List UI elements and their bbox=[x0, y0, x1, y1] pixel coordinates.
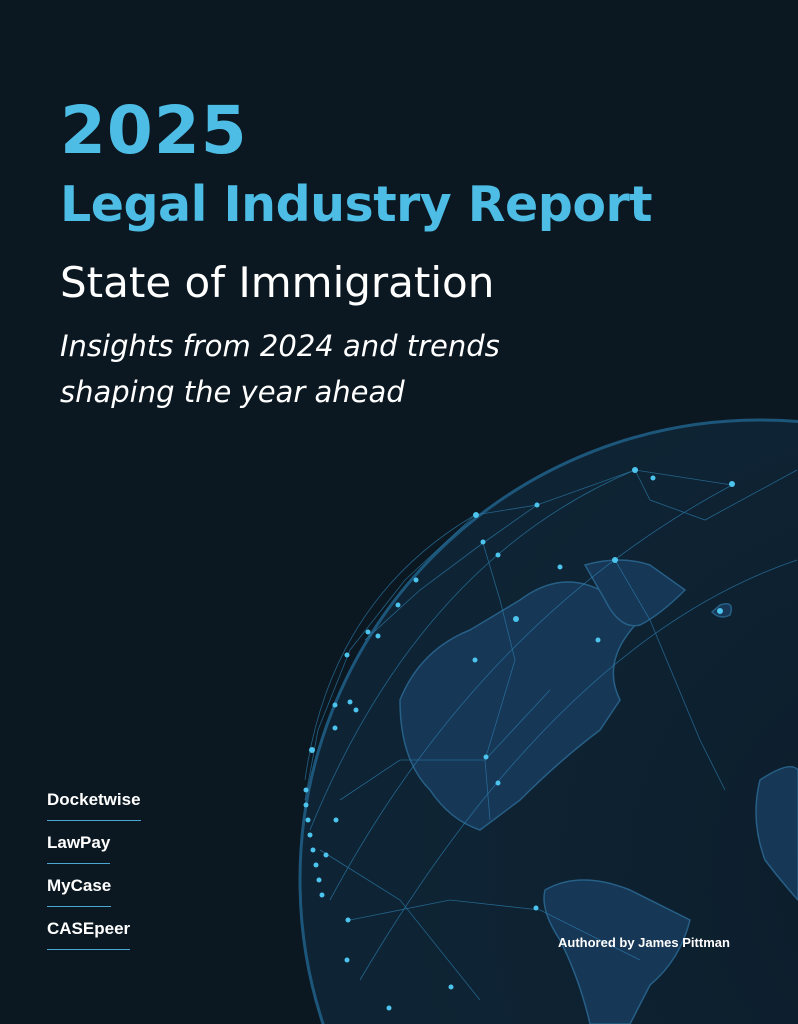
brand-lawpay: LawPay bbox=[47, 833, 111, 864]
author-credit: Authored by James Pittman bbox=[558, 935, 730, 950]
report-year: 2025 bbox=[60, 92, 248, 169]
brand-docketwise: Docketwise bbox=[47, 790, 141, 821]
report-tagline: Insights from 2024 and trends shaping th… bbox=[60, 323, 620, 415]
brand-mycase: MyCase bbox=[47, 876, 112, 907]
report-title: Legal Industry Report bbox=[60, 176, 653, 233]
brand-casepeer: CASEpeer bbox=[47, 919, 131, 950]
tagline-line-1: Insights from 2024 and trends bbox=[60, 329, 500, 363]
brand-list: Docketwise LawPay MyCase CASEpeer bbox=[47, 790, 141, 962]
tagline-line-2: shaping the year ahead bbox=[60, 375, 405, 409]
report-subtitle: State of Immigration bbox=[60, 258, 495, 307]
